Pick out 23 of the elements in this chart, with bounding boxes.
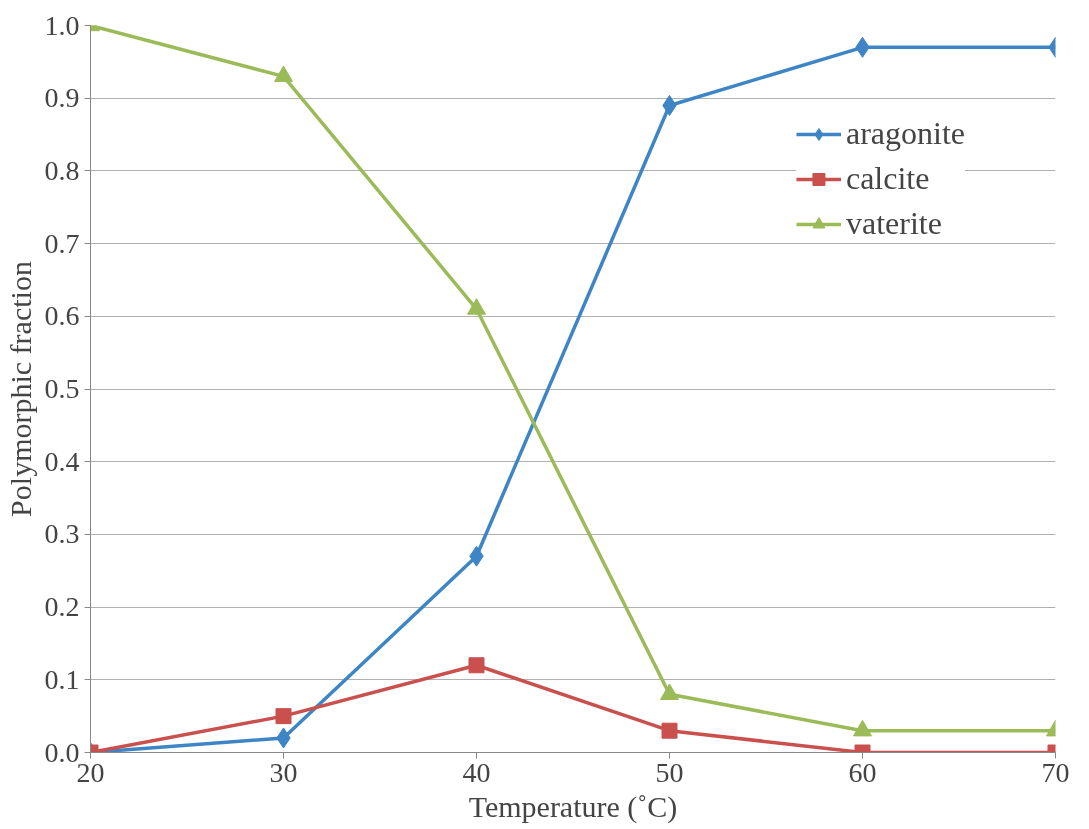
y-tick-label: 0.9 (44, 82, 80, 114)
legend-label: vaterite (845, 205, 942, 242)
x-tick-label: 40 (462, 756, 491, 788)
y-axis-title: Polymorphic fraction (3, 261, 37, 517)
y-tick-label: 0.8 (44, 154, 80, 186)
y-tick-label: 0.2 (44, 591, 80, 623)
point (853, 719, 872, 737)
y-tick-label: 0.7 (44, 227, 80, 259)
y-tick-label: 1.0 (44, 9, 80, 41)
x-tick-label: 70 (1041, 756, 1070, 788)
x-axis-title: Temperature (˚C) (468, 789, 678, 824)
legend-label: aragonite (845, 115, 965, 152)
y-tick-label: 0.5 (44, 373, 80, 404)
point (467, 298, 486, 315)
y-tick-label: 0.1 (44, 663, 80, 695)
y-tick-label: 0.6 (44, 300, 80, 332)
x-tick-label: 30 (269, 756, 298, 788)
point (660, 683, 679, 701)
y-tick-label: 0.3 (44, 518, 80, 550)
x-tick-label: 60 (848, 756, 877, 788)
y-tick-label: 0.4 (44, 445, 80, 477)
x-tick-label: 50 (655, 756, 684, 788)
legend-label: calcite (845, 160, 930, 197)
